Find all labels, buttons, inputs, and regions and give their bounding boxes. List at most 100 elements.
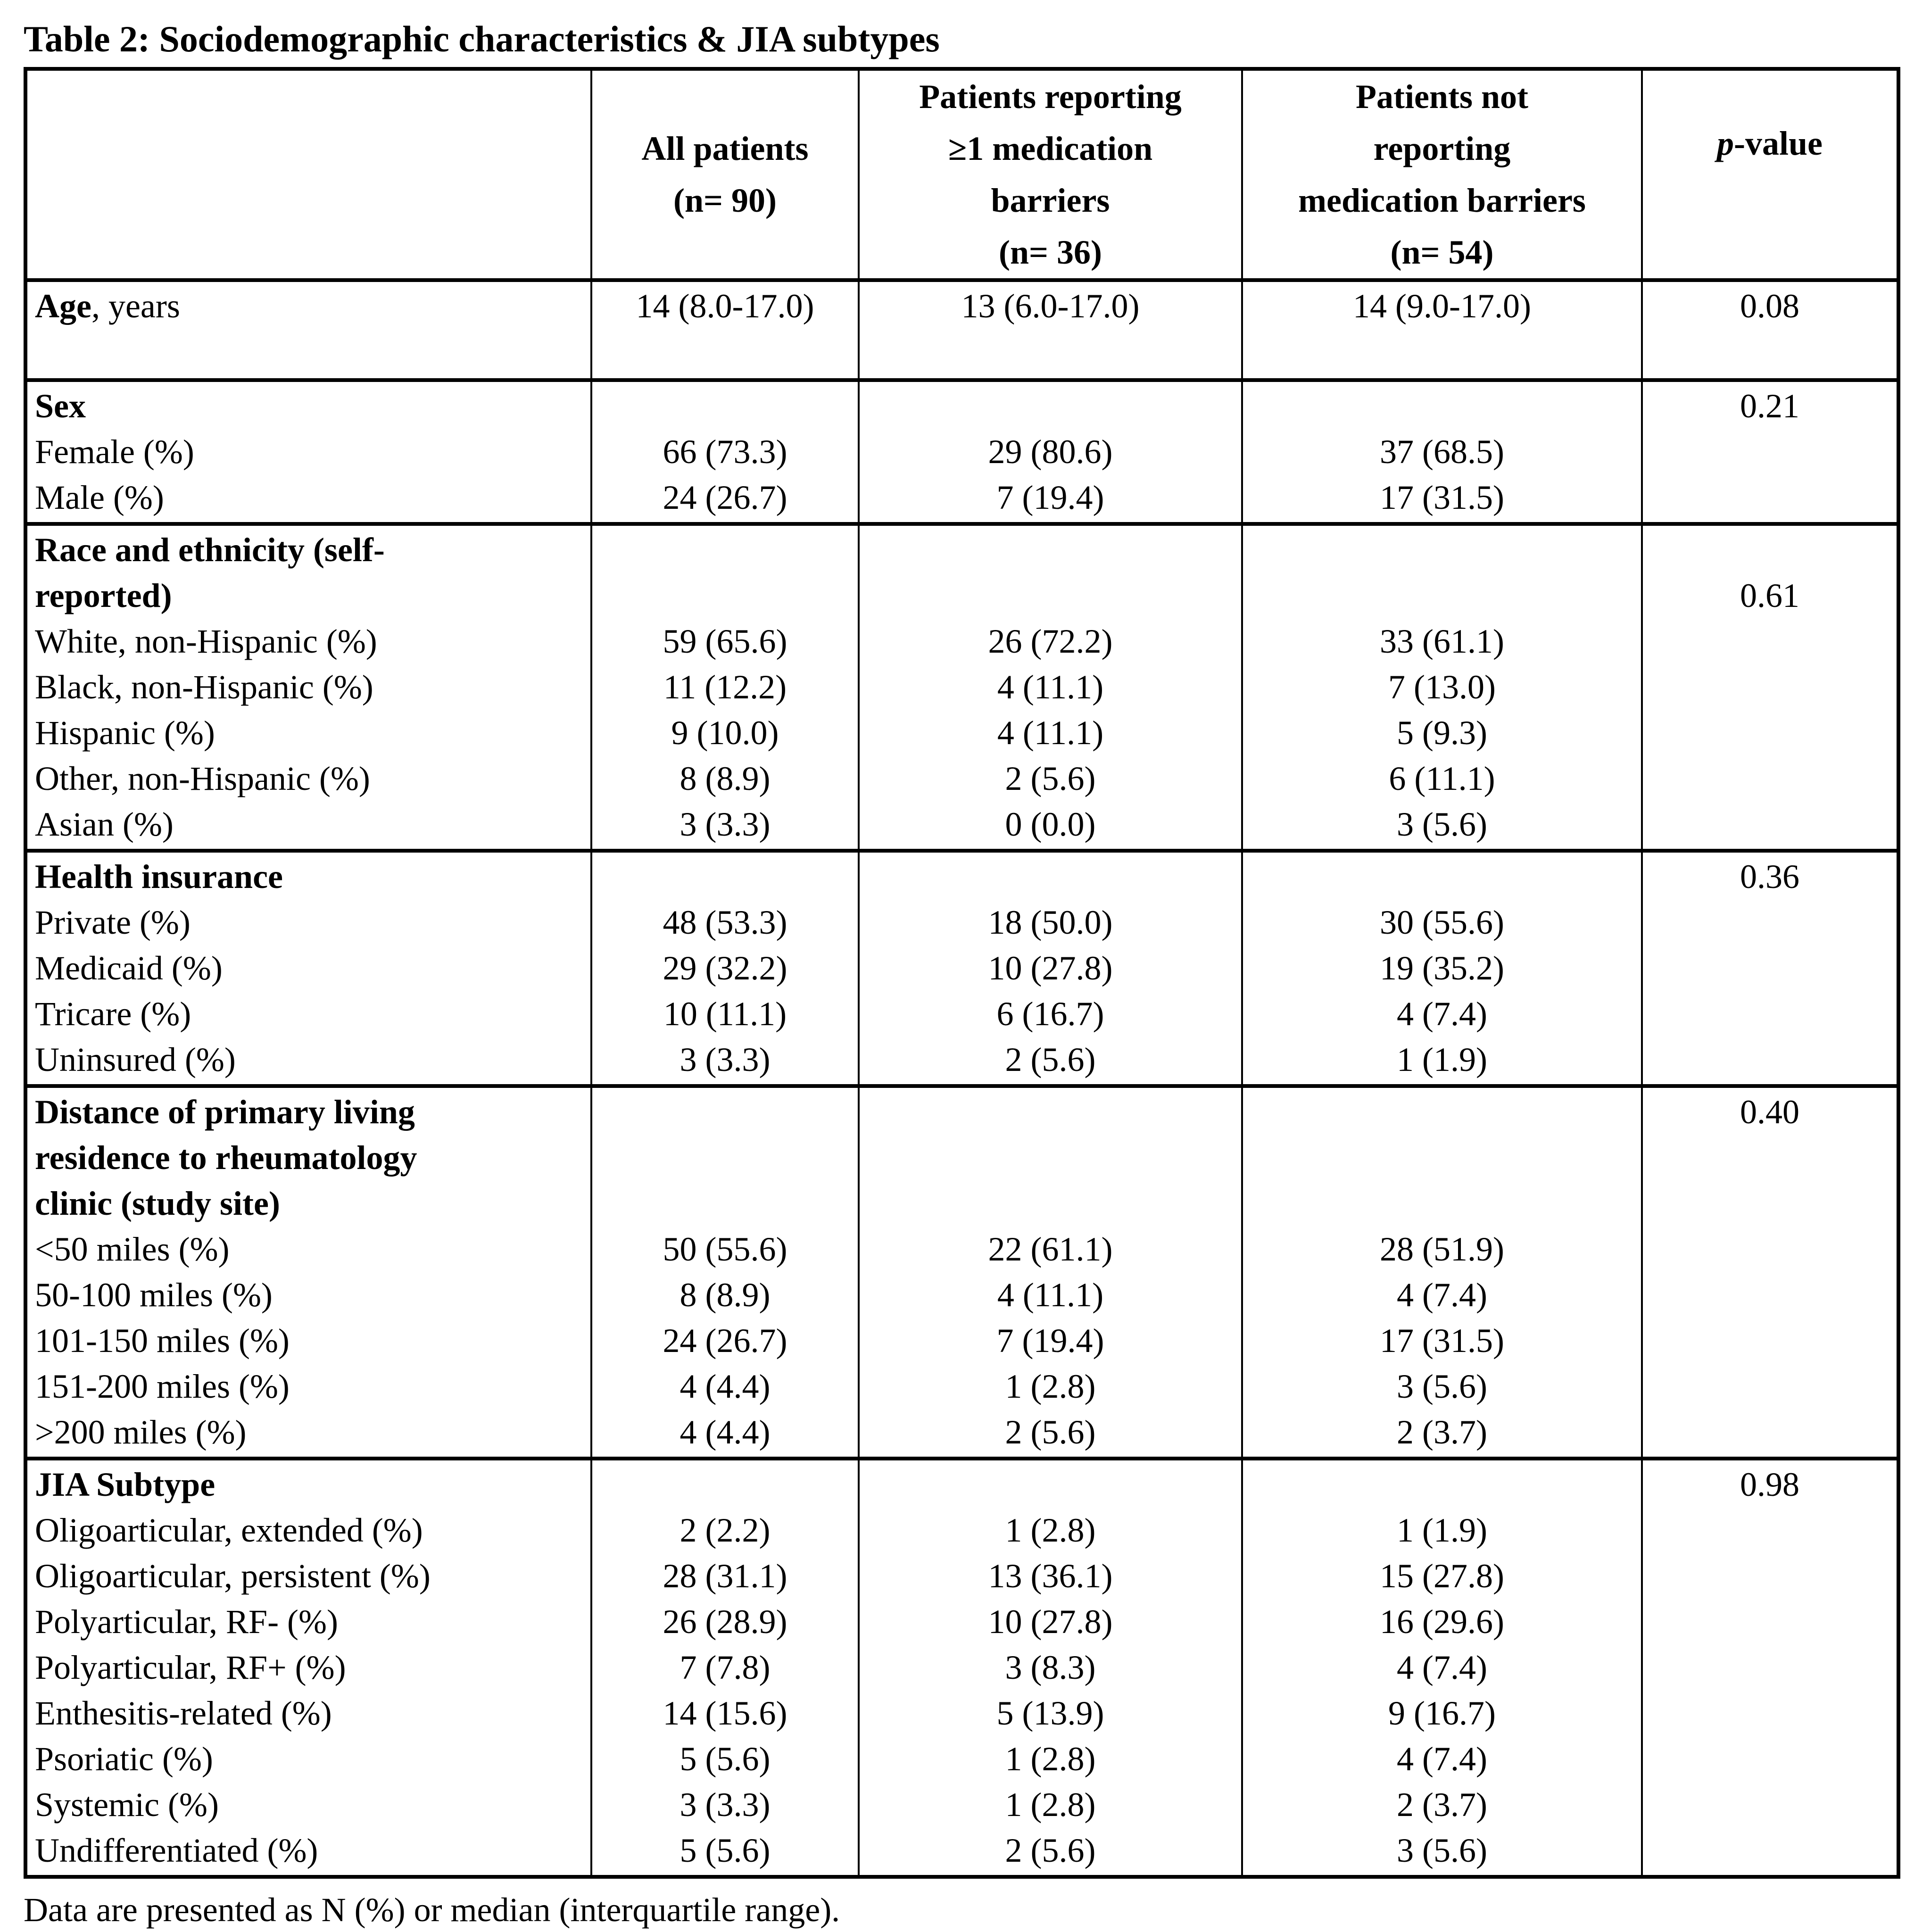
- cell-value: 17 (31.5): [1247, 475, 1637, 521]
- cell-value: 14 (15.6): [596, 1691, 854, 1736]
- section-race-ethnicity: Race and ethnicity (self-reported)White,…: [25, 524, 1898, 851]
- no-barriers-cell: 37 (68.5)17 (31.5): [1242, 380, 1642, 524]
- row-label: Systemic (%): [35, 1782, 586, 1828]
- all-patients-cell: 14 (8.0-17.0): [591, 280, 859, 380]
- spacer-line: [1247, 527, 1637, 573]
- section-header-line: JIA Subtype: [35, 1462, 586, 1508]
- no-barriers-cell: 33 (61.1)7 (13.0)5 (9.3)6 (11.1)3 (5.6): [1242, 524, 1642, 851]
- cell-value: 1 (1.9): [1247, 1037, 1637, 1083]
- cell-value: 2 (5.6): [863, 1410, 1237, 1455]
- spacer-line: [596, 854, 854, 900]
- cell-value: 4 (7.4): [1247, 1272, 1637, 1318]
- row-label: Oligoarticular, extended (%): [35, 1508, 586, 1553]
- cell-value: 15 (27.8): [1247, 1553, 1637, 1599]
- cell-value: 14 (8.0-17.0): [596, 283, 854, 329]
- cell-value: 11 (12.2): [596, 664, 854, 710]
- cell-value: 26 (28.9): [596, 1599, 854, 1645]
- spacer-line: [1247, 573, 1637, 619]
- row-label: 101-150 miles (%): [35, 1318, 586, 1364]
- all-patients-cell: 48 (53.3)29 (32.2)10 (11.1)3 (3.3): [591, 851, 859, 1086]
- spacer-line: [863, 383, 1237, 429]
- spacer-line: [1247, 1135, 1637, 1181]
- row-label-bold-part: Age: [35, 287, 91, 325]
- cell-value: 1 (2.8): [863, 1364, 1237, 1410]
- cell-value: 30 (55.6): [1247, 900, 1637, 945]
- row-label: Tricare (%): [35, 991, 586, 1037]
- cell-value: 29 (80.6): [863, 429, 1237, 475]
- table-footnote: Data are presented as N (%) or median (i…: [24, 1888, 1897, 1932]
- no-barriers-cell: 30 (55.6)19 (35.2)4 (7.4)1 (1.9): [1242, 851, 1642, 1086]
- row-label: >200 miles (%): [35, 1410, 586, 1455]
- p-value: 0.40: [1647, 1089, 1893, 1135]
- row-label: 50-100 miles (%): [35, 1272, 586, 1318]
- spacer-line: [1247, 1181, 1637, 1227]
- cell-value: 2 (3.7): [1247, 1410, 1637, 1455]
- cell-value: 2 (2.2): [596, 1508, 854, 1553]
- p-italic: p: [1717, 124, 1734, 162]
- p-value: 0.98: [1647, 1462, 1893, 1508]
- spacer-line: [863, 527, 1237, 573]
- header-line: (n= 36): [860, 226, 1241, 278]
- row-label: Other, non-Hispanic (%): [35, 756, 586, 802]
- row-label: Enthesitis-related (%): [35, 1691, 586, 1736]
- cell-value: 4 (7.4): [1247, 1645, 1637, 1691]
- cell-value: 10 (27.8): [863, 945, 1237, 991]
- cell-value: 4 (11.1): [863, 1272, 1237, 1318]
- spacer-line: [596, 1181, 854, 1227]
- spacer-line: [596, 1089, 854, 1135]
- sociodemographics-table: All patients (n= 90) Patients reporting …: [24, 67, 1900, 1879]
- cell-value: 8 (8.9): [596, 1272, 854, 1318]
- row-label: Medicaid (%): [35, 945, 586, 991]
- p-value: 0.21: [1647, 383, 1893, 429]
- cell-value: 5 (9.3): [1247, 710, 1637, 756]
- p-value-header: p-value: [1643, 117, 1897, 169]
- header-line: reporting: [1243, 123, 1641, 174]
- cell-value: 10 (27.8): [863, 1599, 1237, 1645]
- p-value: 0.08: [1647, 283, 1893, 329]
- cell-value: 13 (6.0-17.0): [863, 283, 1237, 329]
- p-value-cell: 0.21: [1642, 380, 1898, 524]
- cell-value: 7 (7.8): [596, 1645, 854, 1691]
- cell-value: 26 (72.2): [863, 619, 1237, 664]
- cell-value: 2 (5.6): [863, 1037, 1237, 1083]
- header-barriers: Patients reporting ≥1 medication barrier…: [859, 69, 1242, 280]
- cell-value: 9 (10.0): [596, 710, 854, 756]
- cell-value: 10 (11.1): [596, 991, 854, 1037]
- row-label: Polyarticular, RF+ (%): [35, 1645, 586, 1691]
- cell-value: 0 (0.0): [863, 802, 1237, 847]
- row-label: White, non-Hispanic (%): [35, 619, 586, 664]
- cell-value: 18 (50.0): [863, 900, 1237, 945]
- table-body: All patients (n= 90) Patients reporting …: [25, 69, 1898, 1877]
- cell-value: 6 (16.7): [863, 991, 1237, 1037]
- barriers-cell: 22 (61.1)4 (11.1)7 (19.4)1 (2.8)2 (5.6): [859, 1086, 1242, 1459]
- p-value: 0.61: [1647, 573, 1893, 619]
- cell-value: 1 (2.8): [863, 1508, 1237, 1553]
- cell-value: 28 (51.9): [1247, 1227, 1637, 1272]
- cell-value: 14 (9.0-17.0): [1247, 283, 1637, 329]
- cell-value: 50 (55.6): [596, 1227, 854, 1272]
- row-label: Uninsured (%): [35, 1037, 586, 1083]
- header-line: (n= 90): [592, 174, 858, 226]
- all-patients-cell: 66 (73.3)24 (26.7): [591, 380, 859, 524]
- spacer-line: [596, 1462, 854, 1508]
- cell-value: 5 (5.6): [596, 1828, 854, 1874]
- p-rest: -value: [1734, 124, 1823, 162]
- spacer-line: [596, 383, 854, 429]
- p-value-cell: 0.61: [1642, 524, 1898, 851]
- cell-value: 22 (61.1): [863, 1227, 1237, 1272]
- cell-value: 5 (5.6): [596, 1736, 854, 1782]
- header-line: All patients: [592, 123, 858, 174]
- row-label: Male (%): [35, 475, 586, 521]
- cell-value: 3 (5.6): [1247, 1364, 1637, 1410]
- cell-value: 13 (36.1): [863, 1553, 1237, 1599]
- row-label: Oligoarticular, persistent (%): [35, 1553, 586, 1599]
- header-no-barriers: Patients not reporting medication barrie…: [1242, 69, 1642, 280]
- cell-value: 3 (3.3): [596, 1037, 854, 1083]
